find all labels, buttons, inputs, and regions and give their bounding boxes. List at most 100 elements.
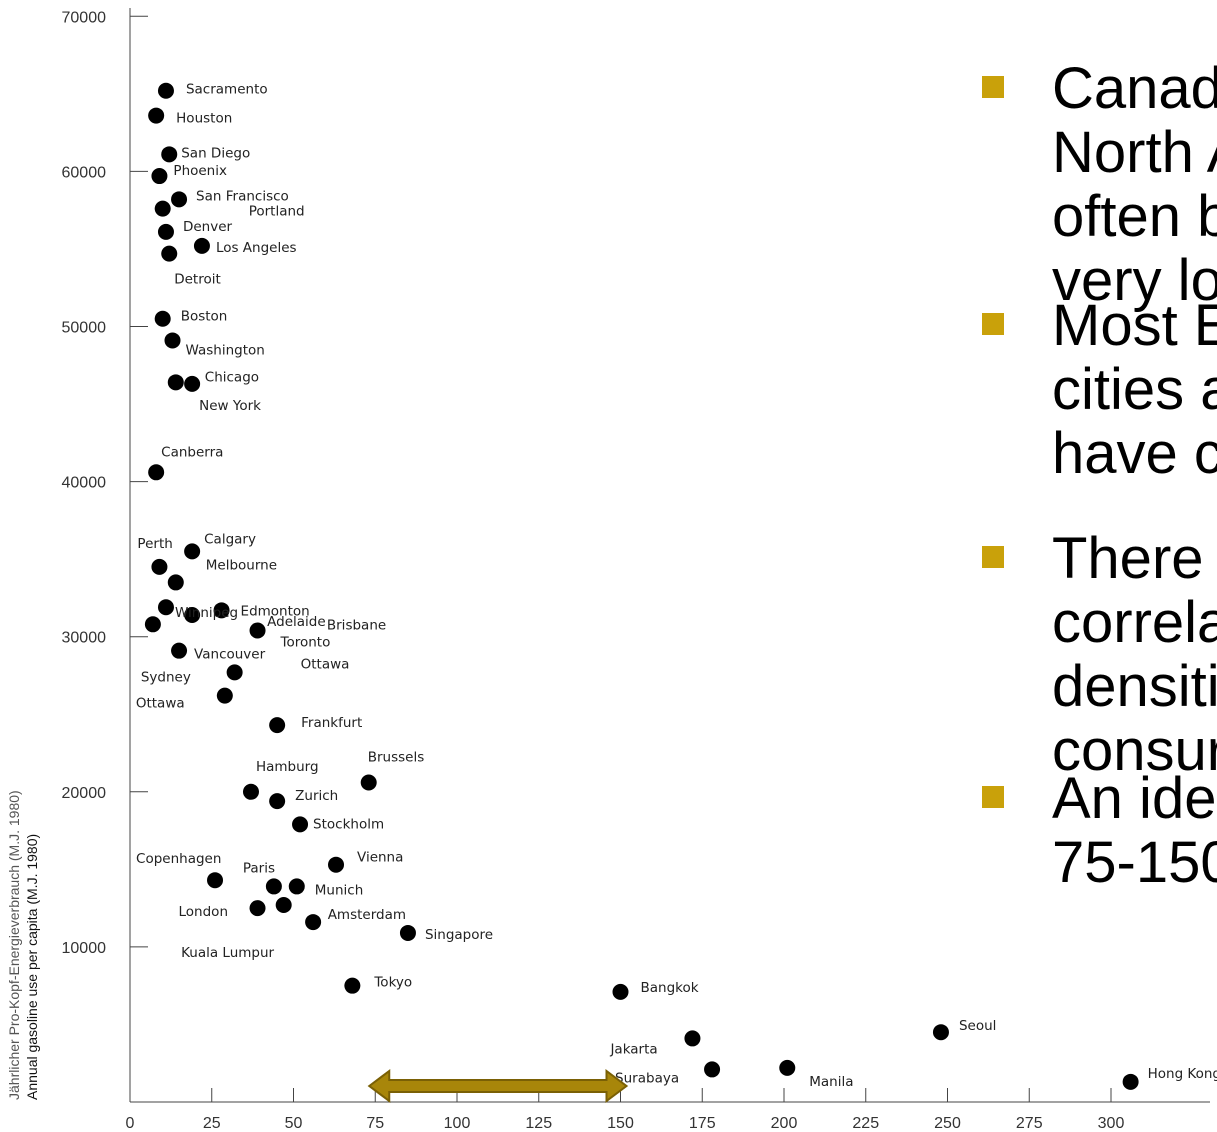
data-point <box>288 878 305 895</box>
point-label: Perth <box>137 536 172 552</box>
point-label: Frankfurt <box>301 715 362 731</box>
x-tick-label: 250 <box>934 1115 961 1132</box>
bullet-text-line: There <box>1052 526 1204 591</box>
data-point <box>167 574 184 591</box>
data-point <box>684 1030 701 1047</box>
x-tick-label: 125 <box>525 1115 552 1132</box>
y-tick-label: 30000 <box>62 630 107 647</box>
point-label: Canberra <box>161 444 223 460</box>
point-label: Sacramento <box>186 82 268 98</box>
y-tick-label: 10000 <box>62 940 107 957</box>
data-point <box>167 374 184 391</box>
point-label: Jakarta <box>609 1041 657 1057</box>
data-point <box>249 900 266 917</box>
point-label: Toronto <box>280 634 331 650</box>
point-label: Tokyo <box>373 975 412 991</box>
point-label: Boston <box>181 309 228 325</box>
point-label: Surabaya <box>615 1070 679 1086</box>
x-tick-label: 175 <box>689 1115 716 1132</box>
data-point <box>184 606 201 623</box>
bullet-square-icon <box>982 546 1004 568</box>
point-label: Stockholm <box>313 816 384 832</box>
data-point <box>148 107 165 124</box>
point-label: Los Angeles <box>216 240 297 256</box>
data-point <box>292 816 309 833</box>
bullet-square-icon <box>982 786 1004 808</box>
data-point <box>184 543 201 560</box>
bullet-text-line: often b <box>1052 184 1217 249</box>
bullet-square-icon <box>982 313 1004 335</box>
point-label: Bangkok <box>641 980 699 996</box>
x-tick-label: 0 <box>126 1115 135 1132</box>
data-point <box>213 602 230 619</box>
data-point <box>226 664 243 681</box>
x-tick-label: 225 <box>852 1115 879 1132</box>
point-label: Munich <box>315 882 364 898</box>
data-point <box>164 332 181 349</box>
point-label: Singapore <box>425 927 493 943</box>
point-label: Ottawa <box>136 696 185 712</box>
data-point <box>932 1024 949 1041</box>
point-label: Kuala Lumpur <box>181 945 274 961</box>
point-label: Brisbane <box>327 617 386 633</box>
data-point <box>151 558 168 575</box>
data-point <box>171 642 188 659</box>
point-label: Washington <box>186 342 265 358</box>
data-point <box>154 310 171 327</box>
point-label: Brussels <box>368 749 425 765</box>
point-label: Houston <box>176 111 232 127</box>
bullet-text-line: Canad <box>1052 56 1217 121</box>
point-label: Chicago <box>205 369 259 385</box>
y-axis-title: Jährlicher Pro-Kopf-Energieverbrauch (M.… <box>6 790 40 1100</box>
data-point <box>157 223 174 240</box>
data-point <box>344 977 361 994</box>
data-point <box>269 793 286 810</box>
data-point <box>161 245 178 262</box>
data-point <box>148 464 165 481</box>
point-label: Vienna <box>357 850 403 866</box>
data-point <box>275 897 292 914</box>
bullet-text-line: 75-150 <box>1052 830 1217 895</box>
data-point <box>249 622 266 639</box>
data-point <box>207 872 224 889</box>
data-point <box>157 599 174 616</box>
bullet-text-line: Most E <box>1052 293 1217 358</box>
x-tick-label: 275 <box>1016 1115 1043 1132</box>
point-label: Adelaide <box>267 614 326 630</box>
data-point <box>305 914 322 931</box>
data-point <box>144 616 161 633</box>
data-point <box>328 856 345 873</box>
data-point <box>151 168 168 185</box>
point-label: Phoenix <box>173 163 227 179</box>
point-label: Sydney <box>141 670 191 686</box>
bullet-text-line: very lo <box>1052 248 1217 313</box>
bullet-text-line: North A <box>1052 120 1217 185</box>
bullet-text-line: cities a <box>1052 357 1217 422</box>
point-label: Portland <box>249 204 305 220</box>
point-label: Edmonton <box>241 603 310 619</box>
data-point <box>704 1061 721 1078</box>
range-arrow <box>367 1069 629 1103</box>
point-label: Paris <box>243 860 275 876</box>
point-label: Denver <box>183 219 233 235</box>
y-axis-label-german: Jährlicher Pro-Kopf-Energieverbrauch (M.… <box>6 790 22 1100</box>
point-label: Seoul <box>959 1018 996 1034</box>
data-point <box>1122 1073 1139 1090</box>
data-point <box>154 200 171 217</box>
y-tick-label: 20000 <box>62 785 107 802</box>
point-label: Amsterdam <box>328 907 406 923</box>
data-point <box>242 783 259 800</box>
point-label: Hong Kong <box>1148 1066 1217 1082</box>
x-tick-label: 200 <box>771 1115 798 1132</box>
point-label: Copenhagen <box>136 851 221 867</box>
data-point <box>360 774 377 791</box>
bullet-text-line: have c <box>1052 421 1217 486</box>
chart-axes <box>129 8 1210 1103</box>
y-tick-label: 40000 <box>62 475 107 492</box>
bullet-text-line: densiti <box>1052 654 1217 719</box>
point-label: Zurich <box>295 788 338 804</box>
point-label: San Diego <box>181 145 250 161</box>
data-point <box>612 983 629 1000</box>
